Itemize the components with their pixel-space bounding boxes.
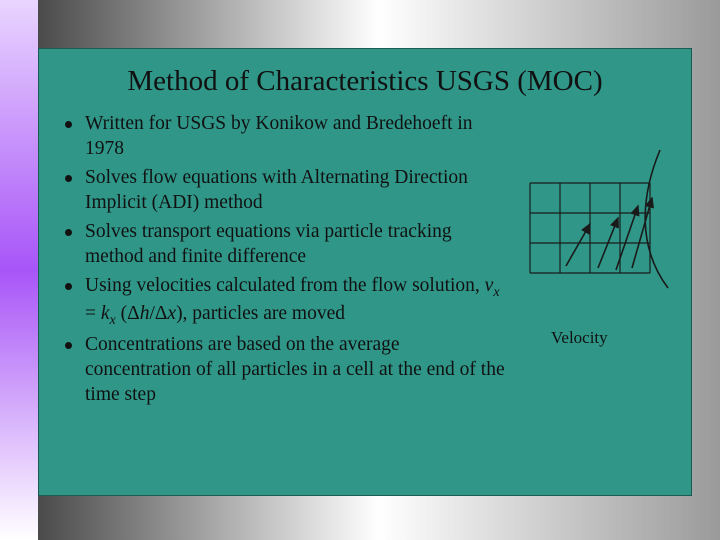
bullet-item: Solves transport equations via particle … <box>59 220 505 270</box>
bullet-item: Concentrations are based on the average … <box>59 333 505 408</box>
bullet-list: Written for USGS by Konikow and Bredehoe… <box>59 112 511 412</box>
slide-title: Method of Characteristics USGS (MOC) <box>39 49 691 106</box>
gradient-strip-left <box>0 0 38 540</box>
slide-body: Written for USGS by Konikow and Bredehoe… <box>39 106 691 412</box>
velocity-label: Velocity <box>551 328 608 348</box>
formula-text: ), particles are moved <box>176 303 345 324</box>
formula-var: k <box>101 303 110 324</box>
formula-var: x <box>167 303 176 324</box>
bullet-item: Solves flow equations with Alternating D… <box>59 166 505 216</box>
formula-text: (Δ <box>116 303 140 324</box>
formula-sub: x <box>493 284 499 300</box>
bullet-item-formula: Using velocities calculated from the flo… <box>59 274 505 330</box>
slide-panel: Method of Characteristics USGS (MOC) Wri… <box>38 48 692 496</box>
flow-curve <box>645 150 668 288</box>
formula-text: = <box>85 303 101 324</box>
formula-text: /Δ <box>149 303 167 324</box>
velocity-grid-diagram <box>520 168 670 288</box>
grid-svg <box>520 168 670 288</box>
diagram-column: Velocity <box>511 112 679 412</box>
formula-var: v <box>485 275 494 296</box>
formula-text: Using velocities calculated from the flo… <box>85 275 485 296</box>
velocity-arrows <box>566 198 652 270</box>
grid-lines <box>530 183 650 273</box>
bullet-item: Written for USGS by Konikow and Bredehoe… <box>59 112 505 162</box>
formula-var: h <box>140 303 150 324</box>
